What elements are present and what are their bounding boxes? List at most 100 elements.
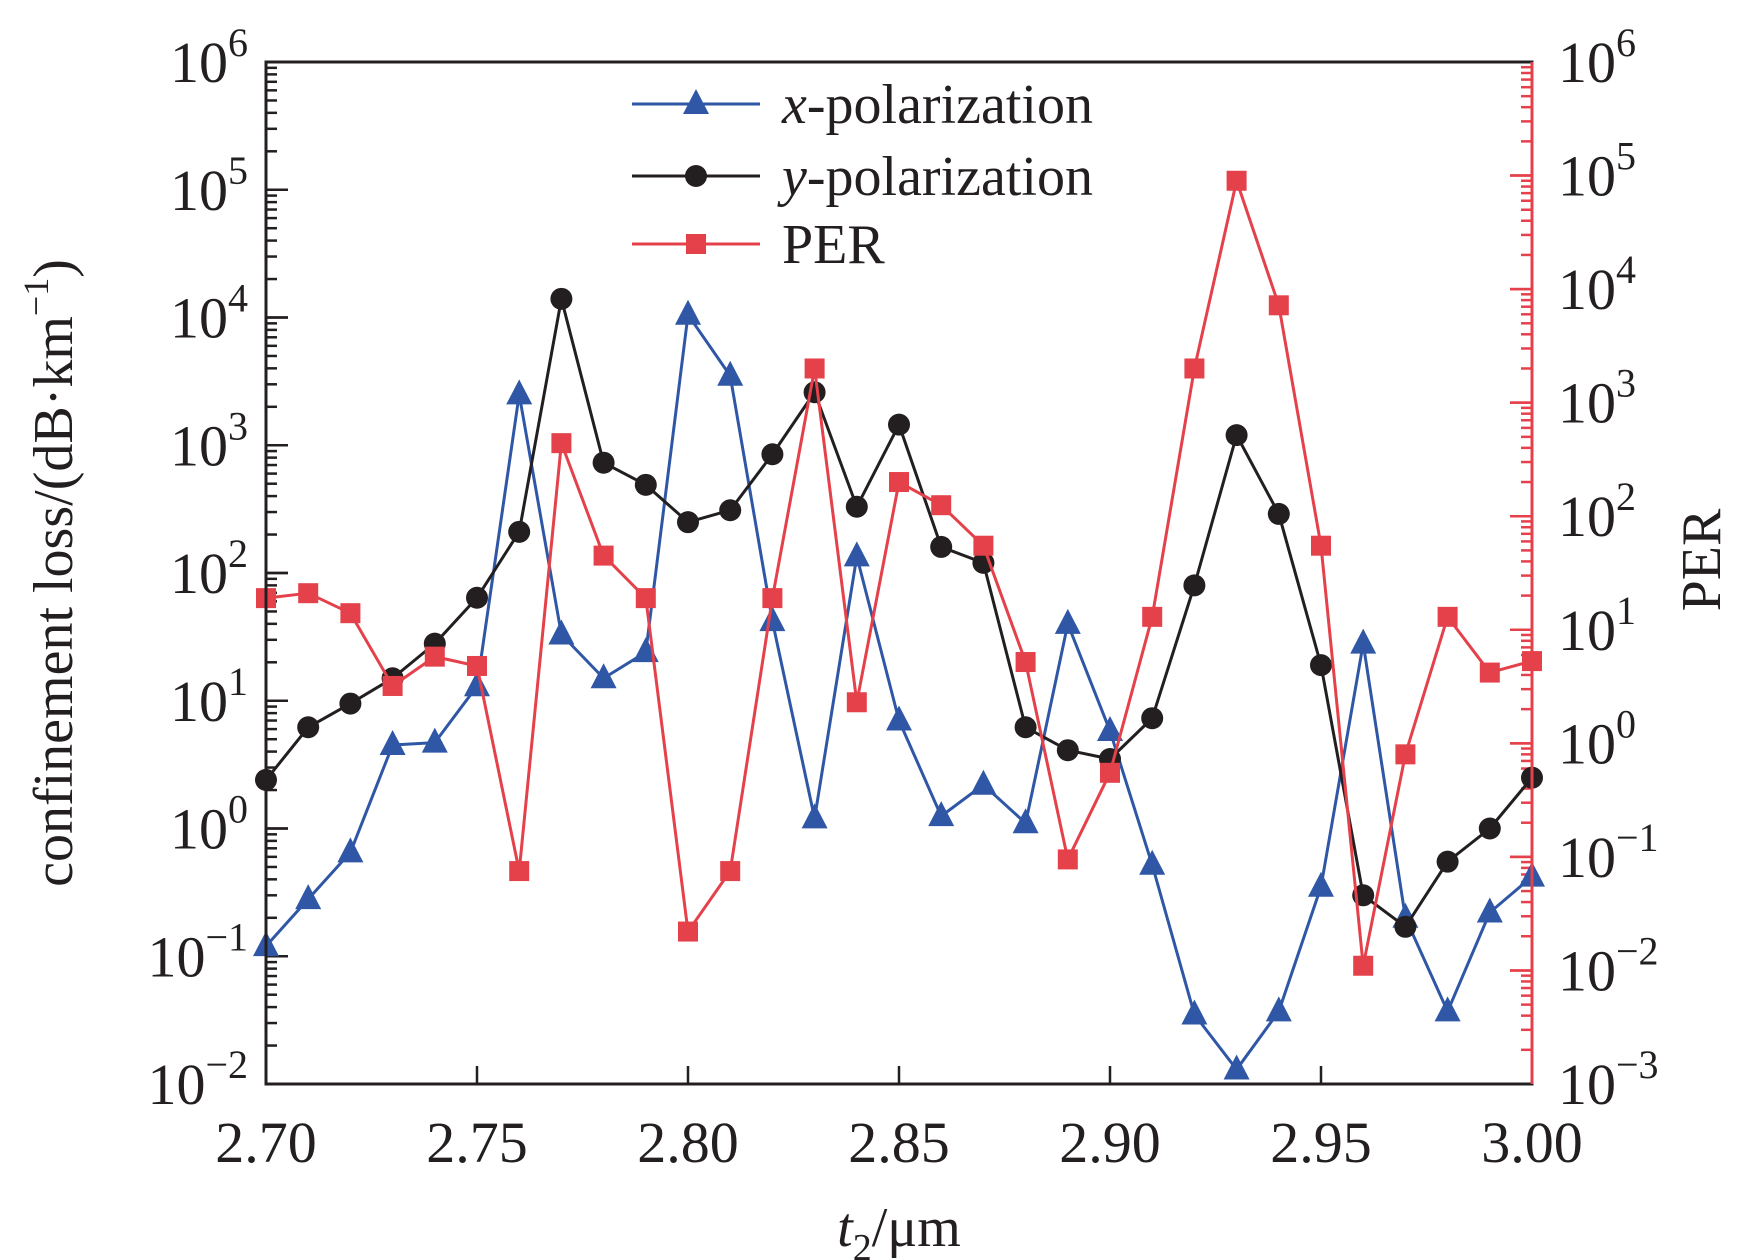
- legend-label: PER: [782, 214, 885, 276]
- y-left-tick-label: 105: [170, 148, 248, 223]
- data-point-x-polarization: [590, 663, 617, 689]
- y-left-tick-label: 106: [170, 20, 248, 95]
- data-point-x-polarization: [1434, 996, 1461, 1022]
- y-left-tick-label: 103: [170, 403, 248, 478]
- data-point-x-polarization: [801, 803, 828, 829]
- y-right-tick-label: 104: [1558, 247, 1636, 322]
- data-point-x-polarization: [970, 769, 997, 795]
- y-left-axis-title: confinement loss/(dB·km−1): [16, 259, 85, 887]
- y-left-tick-label: 102: [170, 531, 248, 606]
- y-right-tick-label: 10−2: [1558, 928, 1659, 1003]
- data-point-x-polarization: [1181, 999, 1208, 1025]
- data-point-per: [424, 646, 445, 667]
- x-tick-label: 2.90: [1059, 1110, 1161, 1175]
- data-point-x-polarization: [295, 884, 322, 910]
- data-point-x-polarization: [1308, 871, 1334, 897]
- y-right-tick-label: 10−1: [1558, 815, 1659, 890]
- data-point-x-polarization: [464, 671, 490, 697]
- data-point-x-polarization: [548, 619, 575, 645]
- data-point-y-polarization: [1436, 850, 1459, 873]
- data-point-y-polarization: [677, 511, 699, 534]
- y-right-tick-label: 10−3: [1558, 1042, 1659, 1117]
- data-point-y-polarization: [592, 451, 615, 474]
- data-point-per: [1184, 358, 1205, 379]
- x-tick-label: 2.80: [637, 1110, 739, 1175]
- legend-entry-x-polarization: x-polarization: [632, 74, 1093, 136]
- y-right-tick-label: 102: [1558, 474, 1636, 549]
- data-point-x-polarization: [886, 705, 912, 731]
- plot-area: [264, 60, 1534, 1086]
- data-point-x-polarization: [1223, 1054, 1250, 1080]
- data-point-per: [1100, 762, 1120, 783]
- data-point-y-polarization: [466, 586, 488, 609]
- series-layer: [253, 170, 1545, 1080]
- data-point-x-polarization: [1054, 608, 1081, 634]
- data-point-y-polarization: [550, 287, 573, 310]
- data-point-y-polarization: [719, 499, 742, 522]
- data-point-y-polarization: [761, 443, 784, 466]
- data-point-x-polarization: [1476, 897, 1503, 923]
- y-left-tick-label: 104: [170, 276, 248, 351]
- data-point-per: [635, 588, 656, 609]
- data-point-x-polarization: [675, 299, 701, 325]
- data-point-y-polarization: [1478, 817, 1501, 840]
- y-right-tick-label: 106: [1558, 20, 1636, 95]
- data-point-per: [762, 588, 783, 609]
- legend-entry-y-polarization: y-polarization: [632, 146, 1093, 208]
- y-right-axis-title: PER: [1671, 508, 1733, 611]
- data-point-x-polarization: [421, 727, 448, 753]
- data-point-per: [720, 861, 741, 882]
- data-point-y-polarization: [1394, 915, 1417, 938]
- data-point-x-polarization: [1265, 996, 1292, 1022]
- y-right-tick-label: 103: [1558, 361, 1636, 436]
- y-left-tick-label: 100: [170, 787, 248, 862]
- data-point-per: [1226, 170, 1247, 191]
- data-point-y-polarization: [1225, 424, 1248, 447]
- data-point-y-polarization: [508, 520, 531, 543]
- legend-marker: [685, 165, 707, 187]
- x-tick-label: 2.85: [848, 1110, 950, 1175]
- x-tick-label: 2.95: [1270, 1110, 1372, 1175]
- x-axis-title: t2/μm: [837, 1197, 961, 1260]
- series-line-per: [265, 179, 1533, 968]
- data-point-per: [382, 675, 403, 696]
- data-point-per: [1395, 744, 1416, 765]
- y-left-tick-label: 10−1: [147, 914, 248, 989]
- x-tick-label: 2.70: [215, 1110, 317, 1175]
- legend-marker: [686, 234, 706, 254]
- data-point-per: [1437, 606, 1458, 627]
- legend-marker: [683, 89, 709, 114]
- data-point-per: [973, 535, 994, 556]
- data-point-y-polarization: [1267, 502, 1290, 525]
- data-point-per: [1057, 849, 1078, 870]
- data-point-y-polarization: [1014, 716, 1037, 739]
- data-point-per: [340, 603, 361, 624]
- data-point-x-polarization: [843, 541, 870, 567]
- data-point-x-polarization: [379, 730, 406, 756]
- data-point-per: [1268, 295, 1289, 316]
- data-point-per: [509, 861, 530, 882]
- data-point-y-polarization: [339, 692, 362, 715]
- data-point-y-polarization: [845, 495, 868, 518]
- data-point-x-polarization: [506, 379, 533, 405]
- data-point-x-polarization: [1097, 715, 1123, 741]
- data-point-y-polarization: [888, 413, 910, 436]
- x-tick-label: 2.75: [426, 1110, 528, 1175]
- data-point-per: [846, 692, 867, 713]
- data-point-per: [593, 545, 614, 566]
- data-point-x-polarization: [1012, 808, 1039, 834]
- series-line-y-polarization: [264, 297, 1534, 929]
- data-point-y-polarization: [634, 473, 657, 496]
- data-point-per: [1479, 662, 1500, 683]
- data-point-y-polarization: [1056, 739, 1079, 762]
- y-right-tick-label: 100: [1558, 701, 1636, 776]
- y-left-tick-label: 10−2: [147, 1042, 248, 1117]
- y-right-tick-label: 105: [1558, 134, 1636, 209]
- legend-label: y-polarization: [777, 146, 1093, 208]
- data-point-per: [804, 358, 825, 379]
- axis-ticks: [264, 60, 1534, 1086]
- data-point-y-polarization: [1141, 707, 1164, 730]
- y-left-tick-label: 101: [170, 659, 248, 734]
